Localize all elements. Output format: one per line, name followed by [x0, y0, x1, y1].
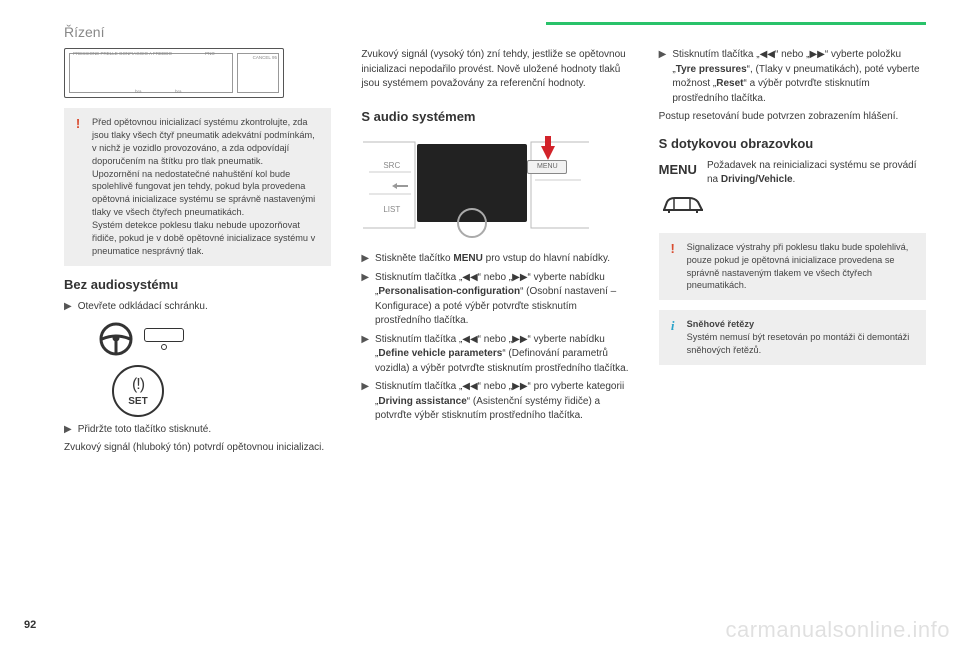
graphic-row: [98, 321, 238, 357]
t: “ nebo „: [478, 334, 512, 345]
fig-text: PNO: [205, 51, 215, 58]
heading-no-audio: Bez audiosystému: [64, 276, 331, 295]
paragraph: Zvukový signál (vysoký tón) zní tehdy, j…: [361, 48, 628, 92]
bullet-item: ▶ Přidržte toto tlačítko stisknuté.: [64, 423, 331, 438]
bullet-arrow-icon: ▶: [361, 252, 369, 267]
list-label: LIST: [383, 204, 400, 216]
warning-text: Před opětovnou inicializací systému zkon…: [92, 116, 321, 258]
warning-icon: [665, 241, 681, 257]
bullet-item: ▶ Stisknutím tlačítka „◀◀“ nebo „▶▶“ vyb…: [659, 48, 926, 106]
paragraph: Zvukový signál (hluboký tón) potvrdí opě…: [64, 441, 331, 456]
bullet-arrow-icon: ▶: [361, 271, 369, 329]
bullet-item: ▶ Otevřete odkládací schránku.: [64, 300, 331, 315]
dashboard-graphic: (!) SET: [98, 321, 238, 417]
header-accent-bar: [546, 22, 926, 25]
t-bold: MENU: [453, 253, 482, 264]
bullet-arrow-icon: ▶: [361, 333, 369, 377]
watermark: carmanualsonline.info: [725, 617, 950, 643]
t-bold: Reset: [716, 78, 743, 89]
menu-instruction-row: MENU Požadavek na reinicializaci systému…: [659, 159, 926, 187]
steering-wheel-icon: [98, 321, 134, 357]
t-bold: Define vehicle parameters: [378, 348, 502, 359]
warning-box: Před opětovnou inicializací systému zkon…: [64, 108, 331, 266]
t: .: [793, 174, 796, 185]
info-heading: Sněhové řetězy: [687, 319, 754, 329]
warning-box: Signalizace výstrahy při poklesu tlaku b…: [659, 233, 926, 301]
info-icon: [665, 318, 681, 334]
heading-touch: S dotykovou obrazovkou: [659, 135, 926, 154]
forward-icon: ▶▶: [512, 381, 527, 392]
fig-text: PRESSIONE PRELLE GONFIAGGIO A FREDDO: [73, 51, 172, 58]
t-bold: Driving/Vehicle: [721, 174, 793, 185]
forward-icon: ▶▶: [512, 272, 527, 283]
section-title: Řízení: [64, 24, 926, 40]
bullet-item: ▶ Stisknutím tlačítka „◀◀“ nebo „▶▶“ vyb…: [361, 271, 628, 329]
paragraph: Postup resetování bude potvrzen zobrazen…: [659, 110, 926, 125]
bullet-item: ▶ Stisknutím tlačítka „◀◀“ nebo „▶▶“ pro…: [361, 380, 628, 424]
warning-text: Signalizace výstrahy při poklesu tlaku b…: [687, 242, 909, 291]
info-box: Sněhové řetězy Systém nemusí být resetov…: [659, 310, 926, 365]
bullet-arrow-icon: ▶: [64, 300, 72, 315]
bullet-arrow-icon: ▶: [361, 380, 369, 424]
column-3: ▶ Stisknutím tlačítka „◀◀“ nebo „▶▶“ vyb…: [659, 48, 926, 462]
bullet-arrow-icon: ▶: [64, 423, 72, 438]
bullet-item: ▶ Stisknutím tlačítka „◀◀“ nebo „▶▶“ vyb…: [361, 333, 628, 377]
bullet-text: Stisknutím tlačítka „◀◀“ nebo „▶▶“ vyber…: [375, 333, 629, 377]
car-icon: [661, 193, 926, 223]
dashboard-icon: [144, 328, 184, 350]
bullet-text: Stisknutím tlačítka „◀◀“ nebo „▶▶“ pro v…: [375, 380, 629, 424]
set-button-graphic: (!) SET: [112, 365, 164, 417]
t-bold: Personalisation-configuration: [378, 286, 520, 297]
bullet-text: Stiskněte tlačítko MENU pro vstup do hla…: [375, 252, 629, 267]
tpms-icon: (!): [132, 373, 144, 396]
bullet-text: Otevřete odkládací schránku.: [78, 300, 332, 315]
bullet-text: Přidržte toto tlačítko stisknuté.: [78, 423, 332, 438]
manual-page: Řízení PRESSIONE PRELLE GONFIAGGIO A FRE…: [0, 0, 960, 649]
bullet-text: Stisknutím tlačítka „◀◀“ nebo „▶▶“ vyber…: [672, 48, 926, 106]
page-number: 92: [24, 619, 36, 631]
back-icon: [391, 182, 409, 190]
audio-unit-figure: SRC LIST MENU: [361, 132, 591, 242]
forward-icon: ▶▶: [512, 334, 527, 345]
dashboard-display-icon: [144, 328, 184, 342]
t: “ nebo „: [478, 381, 512, 392]
t: Stisknutím tlačítka „: [375, 381, 462, 392]
tyre-label-figure: PRESSIONE PRELLE GONFIAGGIO A FREDDO PNO…: [64, 48, 284, 98]
t-bold: Tyre pressures: [676, 64, 747, 75]
fig-text: bra: [135, 89, 142, 96]
rewind-icon: ◀◀: [462, 334, 477, 345]
menu-label: MENU: [659, 161, 697, 180]
t: Stiskněte tlačítko: [375, 253, 453, 264]
set-label: SET: [128, 395, 147, 410]
bullet-item: ▶ Stiskněte tlačítko MENU pro vstup do h…: [361, 252, 628, 267]
arrow-red-icon: [541, 136, 555, 166]
info-text: Systém nemusí být resetován po montáži č…: [687, 332, 910, 355]
column-1: PRESSIONE PRELLE GONFIAGGIO A FREDDO PNO…: [64, 48, 331, 462]
t: “ nebo „: [775, 49, 809, 60]
t: “ nebo „: [478, 272, 512, 283]
bullet-arrow-icon: ▶: [659, 48, 667, 106]
rewind-icon: ◀◀: [462, 381, 477, 392]
rewind-icon: ◀◀: [760, 49, 775, 60]
rewind-icon: ◀◀: [462, 272, 477, 283]
fig-text: bra: [175, 89, 182, 96]
src-label: SRC: [383, 160, 400, 172]
t: Stisknutím tlačítka „: [375, 272, 462, 283]
heading-audio: S audio systémem: [361, 108, 628, 127]
t: pro vstup do hlavní nabídky.: [483, 253, 610, 264]
tyre-label-inner: [69, 53, 233, 93]
dashboard-dot-icon: [161, 344, 167, 350]
t: Stisknutím tlačítka „: [375, 334, 462, 345]
columns: PRESSIONE PRELLE GONFIAGGIO A FREDDO PNO…: [64, 48, 926, 462]
warning-icon: [70, 116, 86, 132]
column-2: Zvukový signál (vysoký tón) zní tehdy, j…: [361, 48, 628, 462]
bullet-text: Stisknutím tlačítka „◀◀“ nebo „▶▶“ vyber…: [375, 271, 629, 329]
t: Stisknutím tlačítka „: [672, 49, 759, 60]
forward-icon: ▶▶: [809, 49, 824, 60]
fig-text: CANCEL 95: [253, 55, 277, 62]
t-bold: Driving assistance: [378, 396, 466, 407]
menu-description: Požadavek na reinicializaci systému se p…: [707, 159, 926, 187]
